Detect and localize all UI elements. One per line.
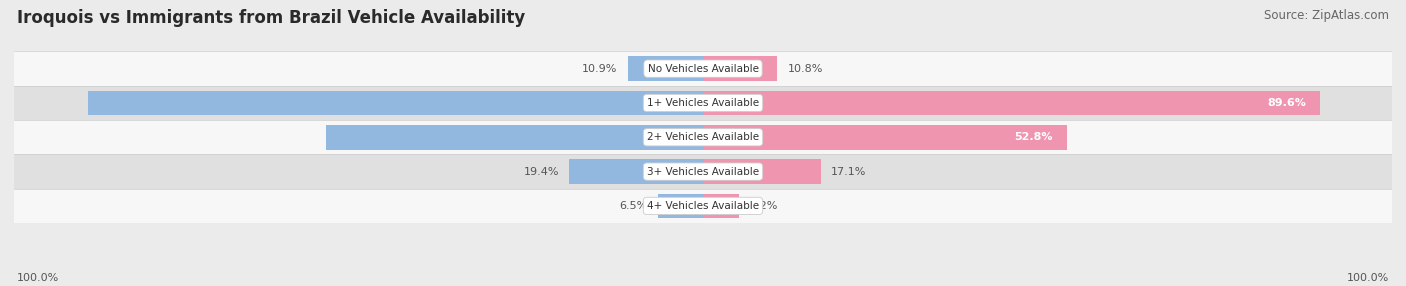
Text: 10.8%: 10.8% <box>787 64 823 74</box>
Text: 52.8%: 52.8% <box>1015 132 1053 142</box>
Text: 10.9%: 10.9% <box>582 64 617 74</box>
Text: 3+ Vehicles Available: 3+ Vehicles Available <box>647 167 759 176</box>
Bar <box>14 120 1392 154</box>
Text: 89.2%: 89.2% <box>689 98 728 108</box>
Text: 1+ Vehicles Available: 1+ Vehicles Available <box>647 98 759 108</box>
Bar <box>326 125 703 150</box>
Bar <box>703 56 778 81</box>
Bar <box>14 189 1392 223</box>
Bar <box>703 159 821 184</box>
Text: No Vehicles Available: No Vehicles Available <box>648 64 758 74</box>
Bar <box>14 51 1392 86</box>
Bar <box>703 194 738 218</box>
Bar <box>703 125 1067 150</box>
Bar <box>89 91 703 115</box>
Text: 89.6%: 89.6% <box>1268 98 1306 108</box>
Text: 100.0%: 100.0% <box>17 273 59 283</box>
Legend: Iroquois, Immigrants from Brazil: Iroquois, Immigrants from Brazil <box>569 283 837 286</box>
Text: 6.5%: 6.5% <box>620 201 648 211</box>
Text: 54.7%: 54.7% <box>689 132 728 142</box>
Bar <box>14 154 1392 189</box>
Text: 17.1%: 17.1% <box>831 167 866 176</box>
Bar <box>569 159 703 184</box>
Text: 4+ Vehicles Available: 4+ Vehicles Available <box>647 201 759 211</box>
Text: 100.0%: 100.0% <box>1347 273 1389 283</box>
Bar <box>703 91 1320 115</box>
Text: 19.4%: 19.4% <box>523 167 560 176</box>
Bar <box>658 194 703 218</box>
Text: 5.2%: 5.2% <box>749 201 778 211</box>
Bar <box>628 56 703 81</box>
Text: Source: ZipAtlas.com: Source: ZipAtlas.com <box>1264 9 1389 21</box>
Text: 2+ Vehicles Available: 2+ Vehicles Available <box>647 132 759 142</box>
Bar <box>14 86 1392 120</box>
Text: Iroquois vs Immigrants from Brazil Vehicle Availability: Iroquois vs Immigrants from Brazil Vehic… <box>17 9 524 27</box>
